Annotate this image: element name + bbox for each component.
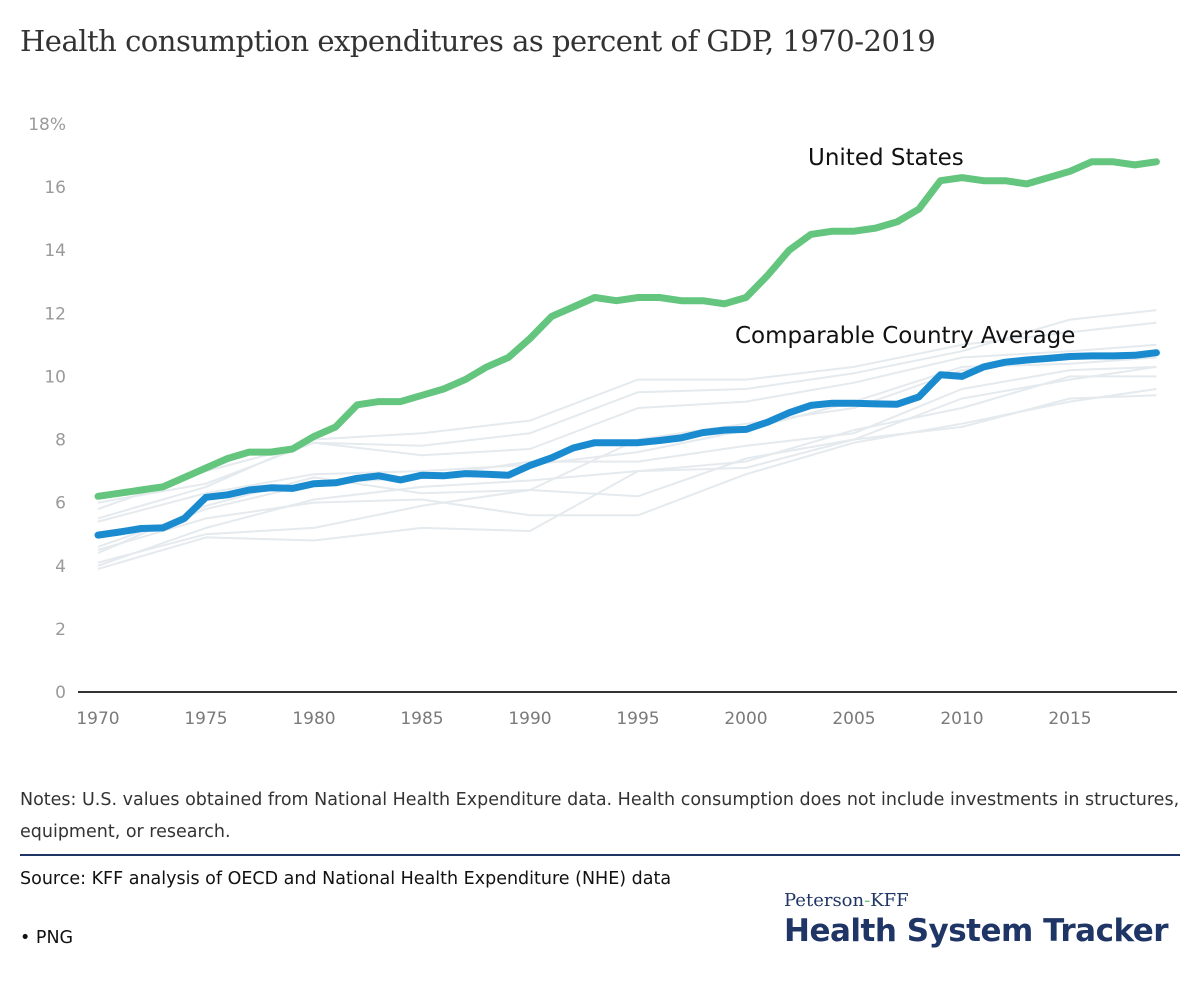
country-line bbox=[97, 375, 1157, 567]
y-tick-label: 18% bbox=[28, 115, 66, 135]
country-line bbox=[97, 365, 1157, 564]
united-states-line bbox=[94, 158, 1160, 500]
bullet: • bbox=[20, 928, 31, 948]
logo-subtitle: Peterson-KFF bbox=[784, 890, 1168, 911]
y-tick-label: 0 bbox=[55, 683, 66, 703]
x-tick-label: 2010 bbox=[940, 709, 983, 729]
logo-title: Health System Tracker bbox=[784, 913, 1169, 949]
y-tick-label: 6 bbox=[55, 494, 66, 514]
x-tick-label: 1970 bbox=[76, 709, 119, 729]
chart-title: Health consumption expenditures as perce… bbox=[20, 24, 936, 58]
download-png-link[interactable]: • PNG bbox=[20, 928, 73, 948]
x-tick-label: 1980 bbox=[292, 709, 335, 729]
x-tick-label: 1985 bbox=[400, 709, 443, 729]
x-tick-label: 1975 bbox=[184, 709, 227, 729]
x-tick-label: 1995 bbox=[616, 709, 659, 729]
x-tick-label: 2000 bbox=[724, 709, 767, 729]
x-tick-label: 2015 bbox=[1048, 709, 1091, 729]
logo-dash: - bbox=[864, 890, 871, 911]
y-tick-label: 8 bbox=[55, 431, 66, 451]
label-united-states: United States bbox=[808, 145, 964, 171]
chart-source: Source: KFF analysis of OECD and Nationa… bbox=[20, 869, 672, 889]
chart-notes: Notes: U.S. values obtained from Nationa… bbox=[20, 790, 1180, 842]
png-label: PNG bbox=[35, 928, 74, 948]
x-axis-ticks: 1970 1975 1980 1985 1990 1995 2000 2005 2010 2015 bbox=[76, 709, 1091, 729]
y-tick-label: 16 bbox=[44, 178, 66, 198]
y-tick-label: 14 bbox=[44, 241, 66, 261]
comparable-country-lines bbox=[97, 309, 1157, 570]
y-tick-label: 2 bbox=[55, 620, 66, 640]
peterson-kff-logo[interactable]: Peterson-KFF Health System Tracker bbox=[784, 890, 1169, 949]
logo-peterson: Peterson bbox=[784, 890, 865, 911]
y-tick-label: 12 bbox=[44, 304, 66, 324]
y-tick-label: 10 bbox=[44, 367, 66, 387]
y-axis-ticks: 0 2 4 6 8 10 12 14 16 18% bbox=[28, 115, 66, 703]
country-line bbox=[97, 343, 1157, 504]
divider bbox=[20, 854, 1180, 856]
country-line bbox=[97, 365, 1157, 548]
line-chart: 0 2 4 6 8 10 12 14 16 18% 1970 1975 1980 1985 1990 199… bbox=[28, 115, 1177, 729]
comparable-average-line bbox=[94, 349, 1160, 539]
logo-kff: KFF bbox=[870, 890, 909, 911]
country-line bbox=[97, 394, 1157, 570]
country-line bbox=[97, 388, 1157, 551]
highlight-lines bbox=[94, 158, 1160, 539]
label-comparable-country-average: Comparable Country Average bbox=[735, 323, 1075, 349]
x-tick-label: 2005 bbox=[832, 709, 875, 729]
y-tick-label: 4 bbox=[55, 557, 66, 577]
x-tick-label: 1990 bbox=[508, 709, 551, 729]
